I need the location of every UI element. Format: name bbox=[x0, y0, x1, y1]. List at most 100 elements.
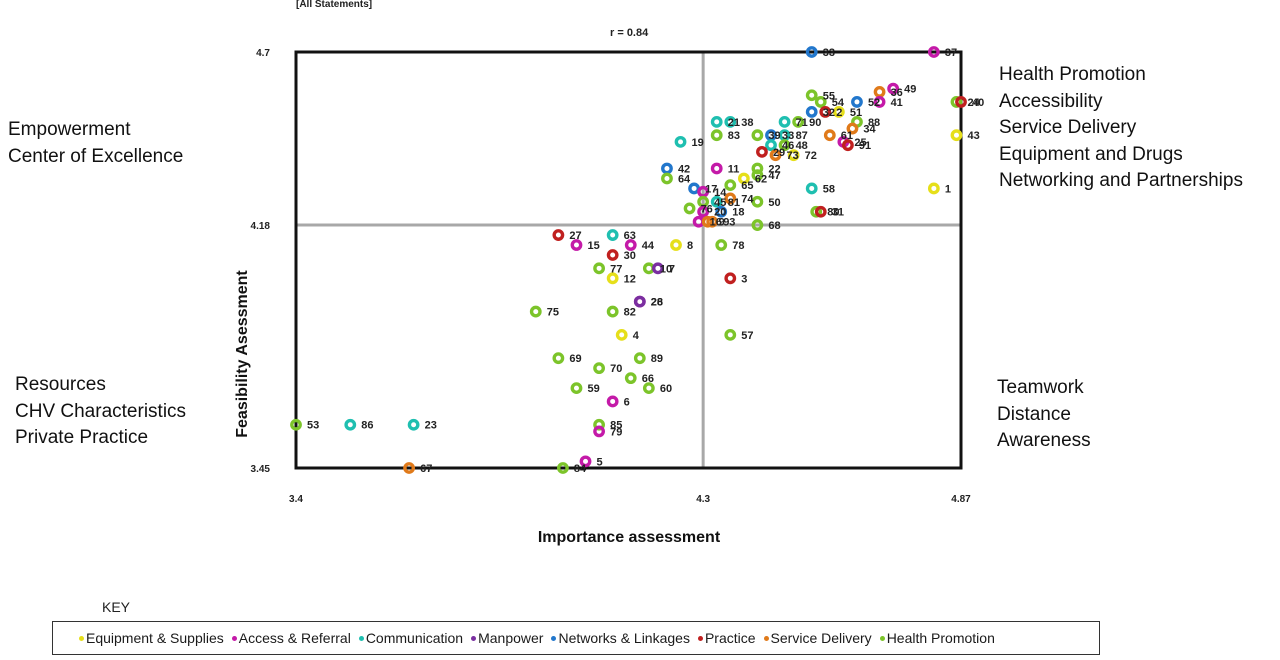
data-point bbox=[642, 382, 655, 395]
quadrant-label: Networking and Partnerships bbox=[999, 170, 1243, 191]
data-point-label: 31 bbox=[832, 207, 844, 219]
data-point-label: 33 bbox=[782, 130, 794, 142]
legend-swatch bbox=[763, 635, 769, 641]
data-point bbox=[873, 96, 886, 108]
data-point bbox=[688, 182, 700, 195]
x-tick-label: 4.87 bbox=[951, 494, 971, 505]
data-point bbox=[751, 195, 764, 208]
data-point-label: 48 bbox=[796, 140, 808, 152]
data-point bbox=[851, 96, 863, 108]
data-point-label: 7 bbox=[669, 263, 675, 275]
data-point-label: 24 bbox=[967, 97, 980, 109]
data-point-label: 28 bbox=[651, 297, 663, 309]
quadrant-label: Distance bbox=[997, 403, 1071, 425]
data-point bbox=[606, 305, 619, 318]
data-point-label: 43 bbox=[967, 130, 979, 142]
data-point bbox=[661, 172, 673, 185]
data-point-label: 67 bbox=[420, 463, 432, 475]
data-point-label: 79 bbox=[610, 426, 622, 438]
data-point bbox=[751, 129, 764, 142]
data-point bbox=[552, 229, 565, 241]
data-point bbox=[751, 162, 764, 175]
legend-label: Networks & Linkages bbox=[558, 630, 690, 646]
data-point-label: 66 bbox=[642, 373, 654, 385]
data-point-label: 39 bbox=[768, 130, 780, 142]
data-point-label: 81 bbox=[728, 197, 740, 209]
data-point bbox=[633, 352, 646, 365]
data-point bbox=[751, 169, 764, 182]
data-point-label: 49 bbox=[904, 84, 916, 96]
legend-label: Health Promotion bbox=[886, 630, 995, 646]
data-point bbox=[606, 229, 619, 241]
data-point-label: 47 bbox=[768, 170, 780, 182]
data-point bbox=[805, 106, 818, 118]
data-point bbox=[593, 418, 605, 431]
data-point bbox=[624, 372, 637, 385]
legend-swatch bbox=[358, 635, 364, 641]
data-point bbox=[810, 205, 823, 218]
data-point-label: 53 bbox=[307, 420, 319, 432]
data-point bbox=[570, 382, 583, 395]
data-point-label: 32 bbox=[823, 107, 835, 119]
data-point bbox=[710, 129, 723, 142]
legend-item: Service Delivery bbox=[763, 630, 872, 646]
legend-swatch bbox=[879, 635, 885, 641]
data-point-label: 26 bbox=[651, 297, 663, 309]
legend-swatch bbox=[471, 635, 477, 641]
legend-label: Communication bbox=[365, 630, 464, 646]
y-tick-label: 3.45 bbox=[251, 464, 271, 475]
quadrant-bottom-right: Teamwork Distance Awareness bbox=[997, 375, 1091, 455]
data-point-label: 89 bbox=[651, 353, 663, 365]
key-title: KEY bbox=[102, 599, 131, 615]
legend-label: Manpower bbox=[478, 630, 544, 646]
data-point-label: 91 bbox=[859, 140, 871, 152]
data-point bbox=[805, 182, 818, 195]
quadrant-top-right: Health Promotion Accessibility Service D… bbox=[999, 62, 1243, 195]
data-point-label: 40 bbox=[972, 97, 984, 109]
data-point-label: 57 bbox=[741, 330, 753, 342]
data-point bbox=[724, 328, 737, 341]
data-point bbox=[927, 46, 940, 58]
data-point bbox=[769, 149, 782, 162]
data-point-label: 93 bbox=[723, 217, 735, 229]
data-point bbox=[683, 202, 696, 215]
data-point bbox=[950, 129, 963, 142]
quadrant-label: Resources bbox=[15, 374, 106, 395]
data-point-label: 5 bbox=[597, 456, 603, 468]
data-point-label: 16 bbox=[710, 217, 722, 229]
data-point bbox=[652, 262, 664, 275]
data-point bbox=[873, 86, 886, 98]
data-point-label: 59 bbox=[587, 383, 599, 395]
data-point-label: 70 bbox=[610, 363, 622, 375]
data-point-label: 69 bbox=[569, 353, 581, 365]
data-point bbox=[557, 462, 569, 474]
data-point-label: 42 bbox=[678, 163, 690, 175]
data-point bbox=[674, 135, 687, 148]
data-point bbox=[552, 352, 565, 365]
data-point-label: 37 bbox=[945, 47, 957, 59]
data-point-label: 52 bbox=[868, 97, 880, 109]
data-point-label: 62 bbox=[755, 173, 767, 185]
data-point bbox=[344, 418, 357, 431]
y-tick-label: 4.18 bbox=[251, 221, 271, 232]
data-point-label: 82 bbox=[624, 307, 636, 319]
legend-box: Equipment & Supplies Access & Referral C… bbox=[52, 621, 1100, 655]
data-point-label: 54 bbox=[832, 97, 845, 109]
data-point-label: 90 bbox=[809, 117, 821, 129]
data-point bbox=[823, 129, 836, 142]
data-point-label: 84 bbox=[574, 463, 587, 475]
data-point-label: 55 bbox=[823, 90, 835, 102]
data-point bbox=[724, 192, 737, 205]
data-point bbox=[710, 162, 723, 175]
data-point-label: 20 bbox=[714, 207, 726, 219]
quadrant-label: Health Promotion bbox=[999, 64, 1146, 85]
data-point-label: 25 bbox=[854, 137, 866, 149]
data-point bbox=[593, 425, 605, 438]
data-point bbox=[955, 96, 967, 108]
legend-swatch bbox=[79, 635, 84, 641]
data-point-label: 22 bbox=[768, 163, 780, 175]
data-point bbox=[606, 395, 619, 408]
data-point-label: 58 bbox=[823, 183, 835, 195]
quadrant-label: Service Delivery bbox=[999, 117, 1137, 138]
data-point bbox=[706, 215, 719, 228]
